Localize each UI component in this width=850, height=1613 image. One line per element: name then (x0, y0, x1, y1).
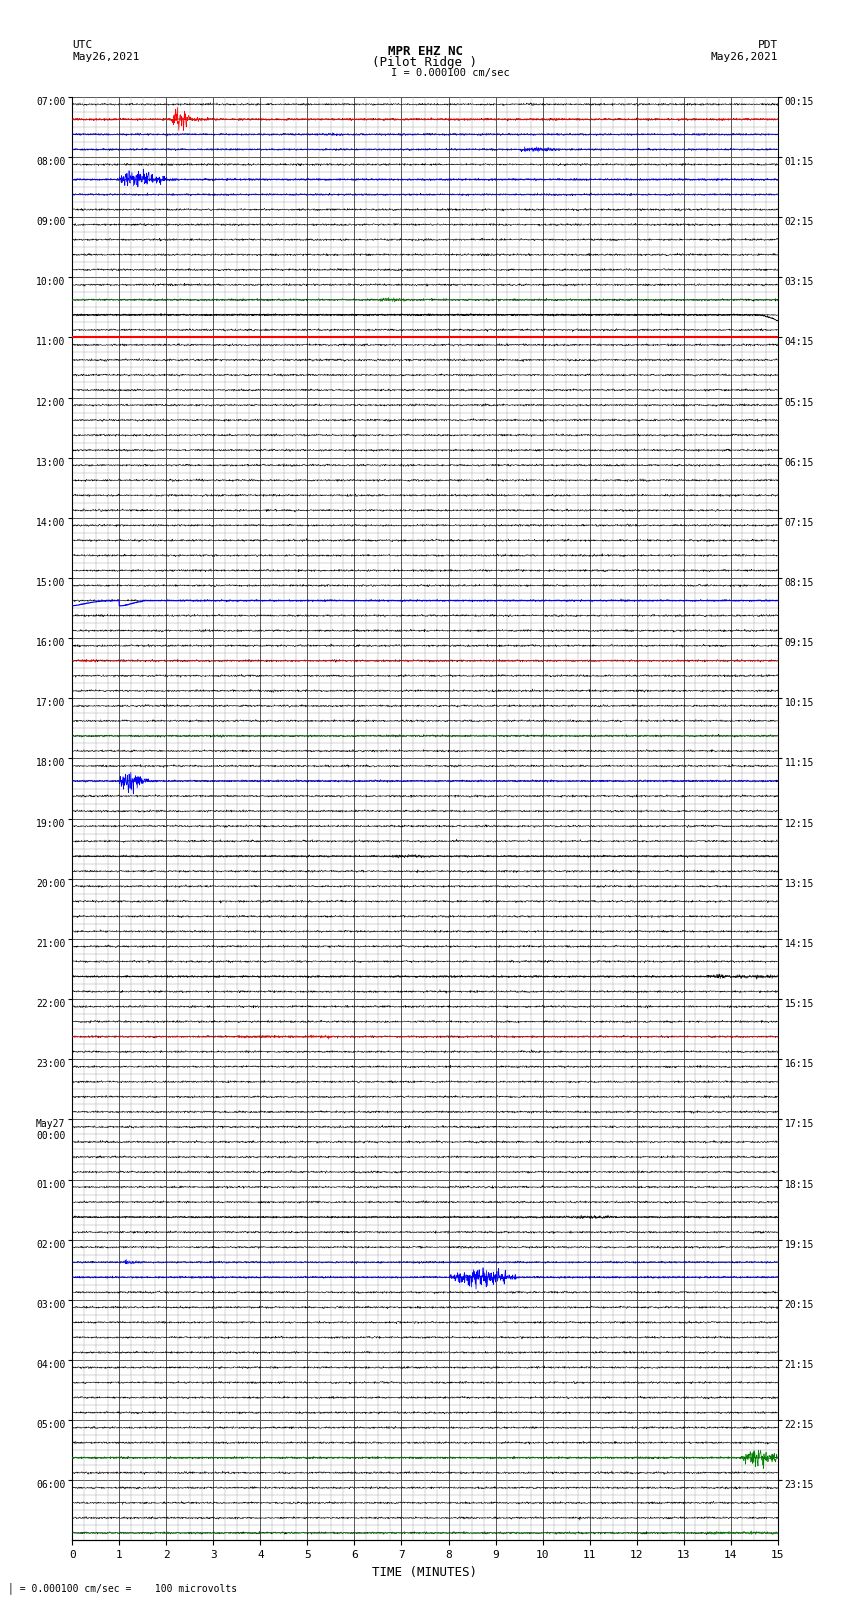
Text: May26,2021: May26,2021 (72, 52, 139, 61)
Text: │ = 0.000100 cm/sec =    100 microvolts: │ = 0.000100 cm/sec = 100 microvolts (8, 1582, 238, 1594)
Text: UTC: UTC (72, 40, 93, 50)
Text: I = 0.000100 cm/sec: I = 0.000100 cm/sec (391, 68, 510, 77)
Text: PDT: PDT (757, 40, 778, 50)
X-axis label: TIME (MINUTES): TIME (MINUTES) (372, 1566, 478, 1579)
Text: May26,2021: May26,2021 (711, 52, 778, 61)
Text: (Pilot Ridge ): (Pilot Ridge ) (372, 56, 478, 69)
Text: MPR EHZ NC: MPR EHZ NC (388, 45, 462, 58)
